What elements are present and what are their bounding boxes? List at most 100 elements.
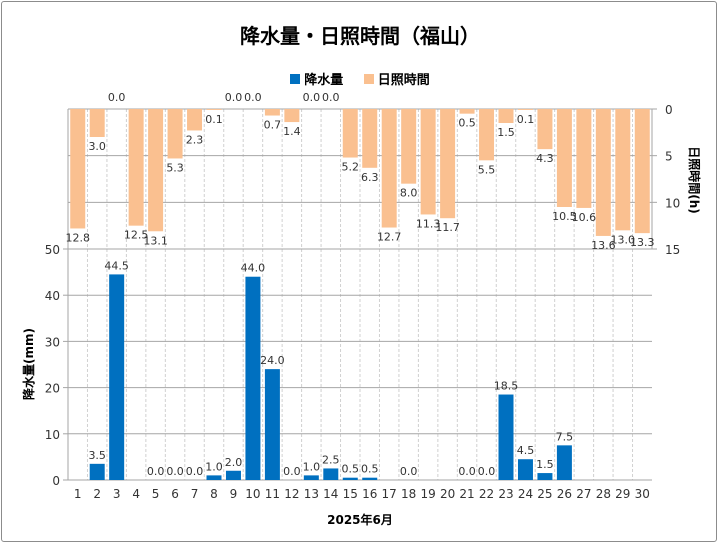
bar-sun [401,109,417,184]
bar-sun [537,109,553,150]
legend-swatch-rain [290,73,301,84]
data-label-sun: 5.2 [342,161,360,174]
data-label-rain: 1.5 [536,458,554,471]
x-tick-label: 23 [498,487,513,501]
bar-sun [284,109,300,123]
x-tick-label: 19 [420,487,435,501]
data-label-sun: 2.3 [186,133,204,146]
data-label-rain: 0.0 [186,465,204,478]
y-tick-label: 10 [45,428,60,442]
x-tick-label: 16 [362,487,377,501]
legend-label-rain: 降水量 [304,73,344,88]
bar-sun [595,109,611,236]
bar-rain [342,477,358,480]
data-label-rain: 0.5 [361,463,379,476]
data-label-sun: 0.0 [322,91,340,104]
legend-item-rain: 降水量 [290,69,343,88]
bar-sun [479,109,495,161]
x-tick-label: 22 [479,487,494,501]
x-axis-title: 2025年6月 [327,512,393,527]
x-tick-label: 13 [304,487,319,501]
bar-sun [342,109,358,158]
x-tick-label: 7 [191,487,199,501]
data-label-sun: 12.8 [65,231,90,244]
data-label-rain: 0.0 [458,465,476,478]
y-tick-label: 40 [45,289,60,303]
bar-sun [167,109,183,159]
bar-sun [576,109,592,208]
bar-rain [537,473,553,480]
x-tick-label: 2 [93,487,101,501]
bar-rain [225,470,241,480]
data-label-sun: 0.7 [264,119,282,132]
y2-tick-label: 10 [665,196,680,210]
legend-label-sun: 日照時間 [377,73,430,88]
bar-sun [264,109,280,116]
data-label-rain: 0.0 [400,465,418,478]
data-label-sun: 8.0 [400,187,418,200]
data-label-sun: 11.7 [435,221,460,234]
x-tick-label: 30 [635,487,650,501]
x-tick-label: 11 [265,487,280,501]
bar-rain [109,274,125,480]
x-tick-label: 27 [576,487,591,501]
x-tick-label: 14 [323,487,338,501]
data-label-sun: 0.5 [458,117,476,130]
bar-sun [440,109,456,219]
x-tick-label: 3 [113,487,121,501]
bar-rain [206,475,222,480]
data-label-sun: 13.3 [630,236,655,249]
data-label-rain: 7.5 [556,430,574,443]
legend: 降水量 日照時間 [0,69,720,88]
bar-rain [323,468,339,480]
bar-rain [498,394,514,480]
x-tick-label: 1 [74,487,82,501]
data-label-sun: 12.5 [124,229,149,242]
bar-sun [362,109,378,168]
data-label-rain: 44.0 [241,262,266,275]
y2-tick-label: 0 [665,103,673,117]
x-tick-label: 12 [284,487,299,501]
data-label-rain: 0.0 [147,465,165,478]
data-label-sun: 10.6 [572,211,597,224]
data-label-rain: 2.5 [322,453,340,466]
x-tick-label: 4 [132,487,140,501]
x-tick-label: 29 [615,487,630,501]
x-tick-label: 15 [343,487,358,501]
data-label-sun: 5.5 [478,163,496,176]
legend-swatch-sun [363,73,374,84]
bar-rain [89,463,105,480]
bar-sun [420,109,436,215]
data-label-sun: 0.0 [244,91,262,104]
bar-rain [362,477,378,480]
bar-sun [381,109,397,228]
bar-rain [264,369,280,480]
y-tick-label: 50 [45,243,60,257]
data-label-sun: 0.1 [205,113,223,126]
x-tick-label: 17 [382,487,397,501]
bar-sun [128,109,144,226]
x-tick-label: 9 [230,487,238,501]
bar-sun [206,109,222,110]
x-tick-label: 24 [518,487,533,501]
bar-sun [89,109,105,137]
data-label-sun: 10.5 [552,210,577,223]
y-tick-label: 30 [45,335,60,349]
y-axis-title: 降水量(mm) [21,328,36,400]
data-label-rain: 0.0 [478,465,496,478]
x-tick-label: 26 [557,487,572,501]
data-label-sun: 12.7 [377,231,402,244]
bar-sun [634,109,650,234]
y2-tick-label: 5 [665,150,673,164]
data-label-rain: 44.5 [104,259,129,272]
x-tick-label: 5 [152,487,160,501]
x-tick-label: 28 [596,487,611,501]
y-tick-label: 0 [52,474,60,488]
data-label-sun: 13.1 [143,234,168,247]
data-label-rain: 1.0 [205,460,223,473]
data-label-rain: 2.0 [225,456,243,469]
data-label-sun: 5.3 [166,161,184,174]
data-label-sun: 6.3 [361,171,379,184]
y2-axis-title: 日照時間(h) [687,146,702,214]
